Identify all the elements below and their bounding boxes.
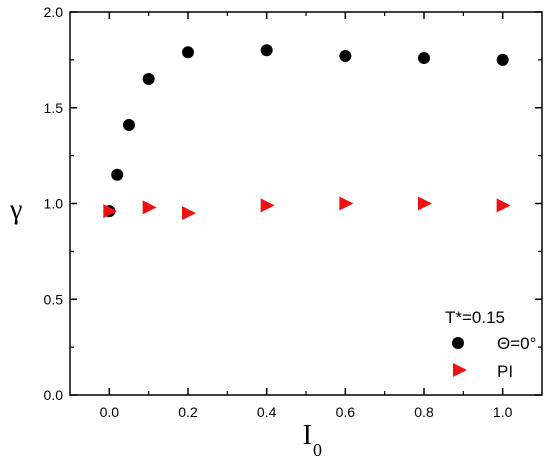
x-axis-title-subscript: 0 xyxy=(313,440,322,460)
axis-ticks xyxy=(70,11,542,396)
triangle-point xyxy=(142,200,157,215)
axis-tick-labels: 0.0 0.2 0.4 0.6 0.8 1.0 0.0 0.5 1.0 1.5 2.0 xyxy=(44,4,513,420)
circle-point xyxy=(142,73,155,86)
y-tick-label: 0.5 xyxy=(44,291,64,307)
triangle-point xyxy=(260,198,275,213)
circle-point xyxy=(111,168,124,181)
x-tick-label: 0.0 xyxy=(100,404,120,420)
y-tick-label: 2.0 xyxy=(44,4,64,20)
circle-point xyxy=(339,50,352,63)
legend-title: T*=0.15 xyxy=(445,308,505,327)
circle-point xyxy=(496,53,509,66)
legend-marker-circle xyxy=(452,337,464,349)
circle-point xyxy=(418,51,430,64)
y-axis-title: γ xyxy=(9,194,22,225)
data-points xyxy=(103,44,511,221)
legend-label-pi: PI xyxy=(497,362,513,381)
x-tick-label: 1.0 xyxy=(493,404,513,420)
circle-point xyxy=(123,118,135,131)
circle-point xyxy=(260,44,273,57)
triangle-point xyxy=(103,204,118,219)
y-tick-label: 0.0 xyxy=(44,387,64,403)
x-tick-label: 0.4 xyxy=(257,404,277,420)
legend-label-theta: Θ=0° xyxy=(497,334,536,353)
legend: T*=0.15 Θ=0° PI xyxy=(445,308,536,381)
x-tick-label: 0.8 xyxy=(414,404,434,420)
triangle-point xyxy=(418,196,432,211)
y-tick-label: 1.0 xyxy=(44,196,64,212)
circle-point xyxy=(182,46,194,59)
x-tick-label: 0.6 xyxy=(336,404,356,420)
triangle-point xyxy=(496,198,511,213)
triangle-point xyxy=(182,206,196,221)
x-axis-title: I xyxy=(303,420,312,451)
x-tick-label: 0.2 xyxy=(178,404,198,420)
triangle-point xyxy=(339,196,354,211)
plot-frame xyxy=(69,11,543,396)
legend-marker-triangle xyxy=(453,363,467,377)
y-tick-label: 1.5 xyxy=(44,100,64,116)
